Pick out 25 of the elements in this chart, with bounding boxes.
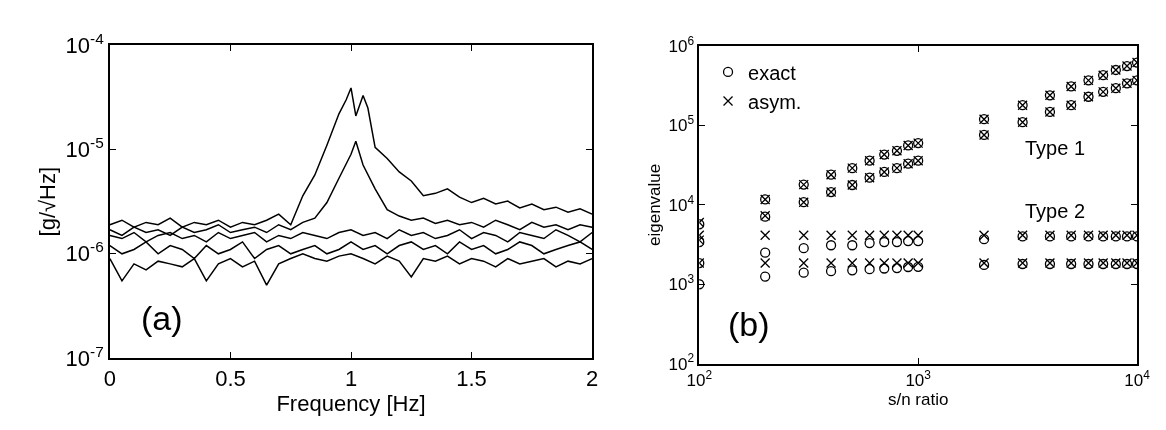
y-tick-label: 10$^{4}$ <box>668 192 695 215</box>
x-axis-title: s/n ratio <box>887 389 949 409</box>
annotation: (a) <box>141 299 183 337</box>
legend-label: asym. <box>748 90 802 113</box>
x-tick-label: 0.5 <box>215 366 246 392</box>
y-tick-label: 10$^{-5}$ <box>65 133 104 163</box>
y-tick-label: 10$^{-6}$ <box>65 238 104 267</box>
y-tick-label: 10$^{-4}$ <box>65 29 105 58</box>
x-tick-label: 2 <box>585 366 599 392</box>
y-axis-title: eigenvalue <box>644 163 664 246</box>
x-tick-label: 10$^{3}$ <box>905 367 932 390</box>
y-tick-label: 10$^{3}$ <box>668 272 695 295</box>
annotation: Type 1 <box>1025 137 1086 159</box>
x-tick-label: 10$^{4}$ <box>1124 367 1151 390</box>
legend-label: exact <box>748 61 797 84</box>
y-tick-label: 10$^{6}$ <box>668 33 695 57</box>
x-tick-label: 1 <box>344 366 358 392</box>
y-tick-label: 10$^{5}$ <box>668 113 695 136</box>
x-tick-label: 0 <box>103 366 117 392</box>
x-tick-label: 1.5 <box>456 366 487 392</box>
x-axis-title: Frequency [Hz] <box>276 391 426 417</box>
annotation: (b) <box>728 305 770 343</box>
y-tick-label: 10$^{-7}$ <box>65 342 104 371</box>
y-axis-title: [g/√Hz] <box>34 166 60 237</box>
annotation: Type 2 <box>1025 200 1086 222</box>
